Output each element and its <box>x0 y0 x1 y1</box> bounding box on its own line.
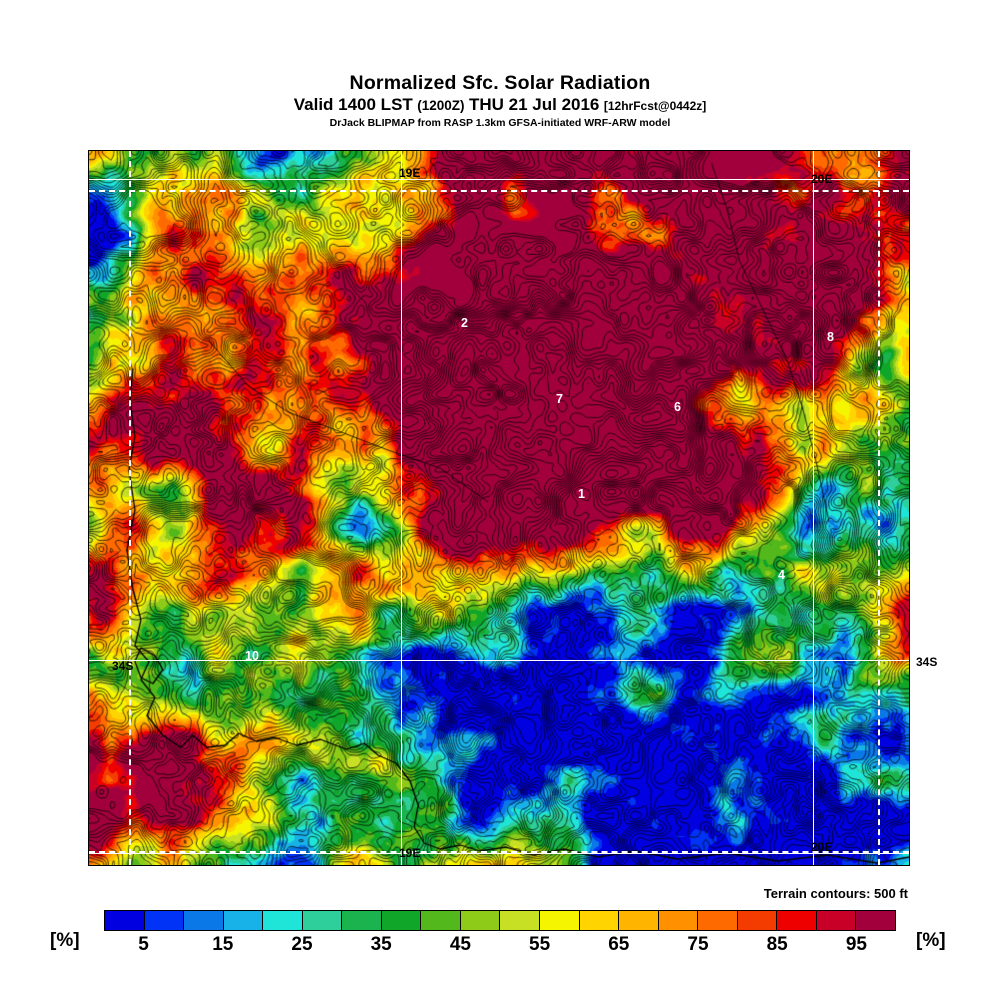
site-marker-8[interactable]: 8 <box>827 330 834 344</box>
colorbar-unit-right: [%] <box>916 930 946 951</box>
terrain-contour-note: Terrain contours: 500 ft <box>763 886 908 901</box>
colorbar-segment-11 <box>540 911 580 930</box>
page-title: Normalized Sfc. Solar Radiation <box>349 72 651 94</box>
forecast-tag: [12hrFcst@0442z] <box>603 99 707 114</box>
colorbar-segment-14 <box>658 911 699 930</box>
graticule-lon-line-2 <box>813 151 815 865</box>
graticule-label-20E-1: 20E <box>811 172 833 186</box>
colorbar-tick-25: 25 <box>291 934 313 955</box>
domain-boundary-bottom <box>89 851 909 853</box>
colorbar-tick-85: 85 <box>766 934 788 955</box>
colorbar-segment-17 <box>777 911 817 930</box>
colorbar-segment-19 <box>856 911 895 930</box>
site-marker-4[interactable]: 4 <box>778 568 785 582</box>
colorbar-segment-15 <box>698 911 738 930</box>
colorbar-tick-5: 5 <box>138 934 149 955</box>
colorbar-tick-15: 15 <box>212 934 234 955</box>
domain-boundary-right <box>878 151 880 865</box>
lat-label-left: 34S <box>112 659 134 673</box>
lat-label-right: 34S <box>916 655 938 669</box>
site-marker-1[interactable]: 1 <box>578 487 585 501</box>
colorbar-segment-5 <box>302 911 343 930</box>
graticule-label-19E-0: 19E <box>399 166 421 180</box>
valid-prefix: Valid 1400 LST <box>293 95 413 115</box>
model-credit: DrJack BLIPMAP from RASP 1.3km GFSA-init… <box>329 117 671 130</box>
valid-time-line: Valid 1400 LST (1200Z) THU 21 Jul 2016 [… <box>0 96 1000 115</box>
colorbar-segment-4 <box>263 911 303 930</box>
colorbar-segment-6 <box>342 911 382 930</box>
colorbar-tick-55: 55 <box>529 934 551 955</box>
domain-boundary-left <box>129 151 131 865</box>
colorbar-gradient <box>104 910 896 931</box>
colorbar-segment-13 <box>619 911 659 930</box>
colorbar-segment-7 <box>381 911 422 930</box>
colorbar-segment-0 <box>105 911 145 930</box>
site-marker-2[interactable]: 2 <box>461 316 468 330</box>
colorbar-tick-75: 75 <box>687 934 709 955</box>
colorbar-tick-35: 35 <box>370 934 392 955</box>
solar-radiation-heatmap <box>89 151 909 865</box>
map-overlay: 19E 20E 19E 20E 1 2 4 6 7 8 10 <box>89 151 909 865</box>
title-block: Normalized Sfc. Solar Radiation Valid 14… <box>0 0 1000 129</box>
valid-date: THU 21 Jul 2016 <box>468 95 600 115</box>
graticule-label-19E-2: 19E <box>399 846 421 860</box>
graticule-lat-line-2 <box>89 660 909 662</box>
colorbar-segment-10 <box>500 911 541 930</box>
colorbar-legend: [%] [%] 5 15 25 35 45 55 65 75 85 95 <box>0 906 1000 966</box>
graticule-lon-line-1 <box>401 151 403 865</box>
colorbar-segment-8 <box>421 911 461 930</box>
colorbar-tick-45: 45 <box>449 934 471 955</box>
colorbar-unit-left: [%] <box>50 930 80 951</box>
map-panel[interactable]: 19E 20E 19E 20E 1 2 4 6 7 8 10 <box>88 150 910 866</box>
colorbar-segment-9 <box>460 911 501 930</box>
site-marker-7[interactable]: 7 <box>556 392 563 406</box>
colorbar-segment-18 <box>816 911 857 930</box>
site-marker-10[interactable]: 10 <box>245 649 259 663</box>
colorbar-segment-16 <box>737 911 778 930</box>
colorbar-tick-95: 95 <box>845 934 867 955</box>
colorbar-segment-3 <box>223 911 264 930</box>
graticule-lat-line-1 <box>89 179 909 181</box>
valid-utc: (1200Z) <box>417 98 465 114</box>
site-marker-6[interactable]: 6 <box>674 400 681 414</box>
graticule-label-20E-3: 20E <box>811 840 833 854</box>
graticule-lat-line-3 <box>89 853 909 855</box>
colorbar-tick-65: 65 <box>608 934 630 955</box>
colorbar-segment-12 <box>579 911 620 930</box>
domain-boundary-top <box>89 190 909 192</box>
colorbar-segment-1 <box>144 911 185 930</box>
colorbar-segment-2 <box>184 911 224 930</box>
